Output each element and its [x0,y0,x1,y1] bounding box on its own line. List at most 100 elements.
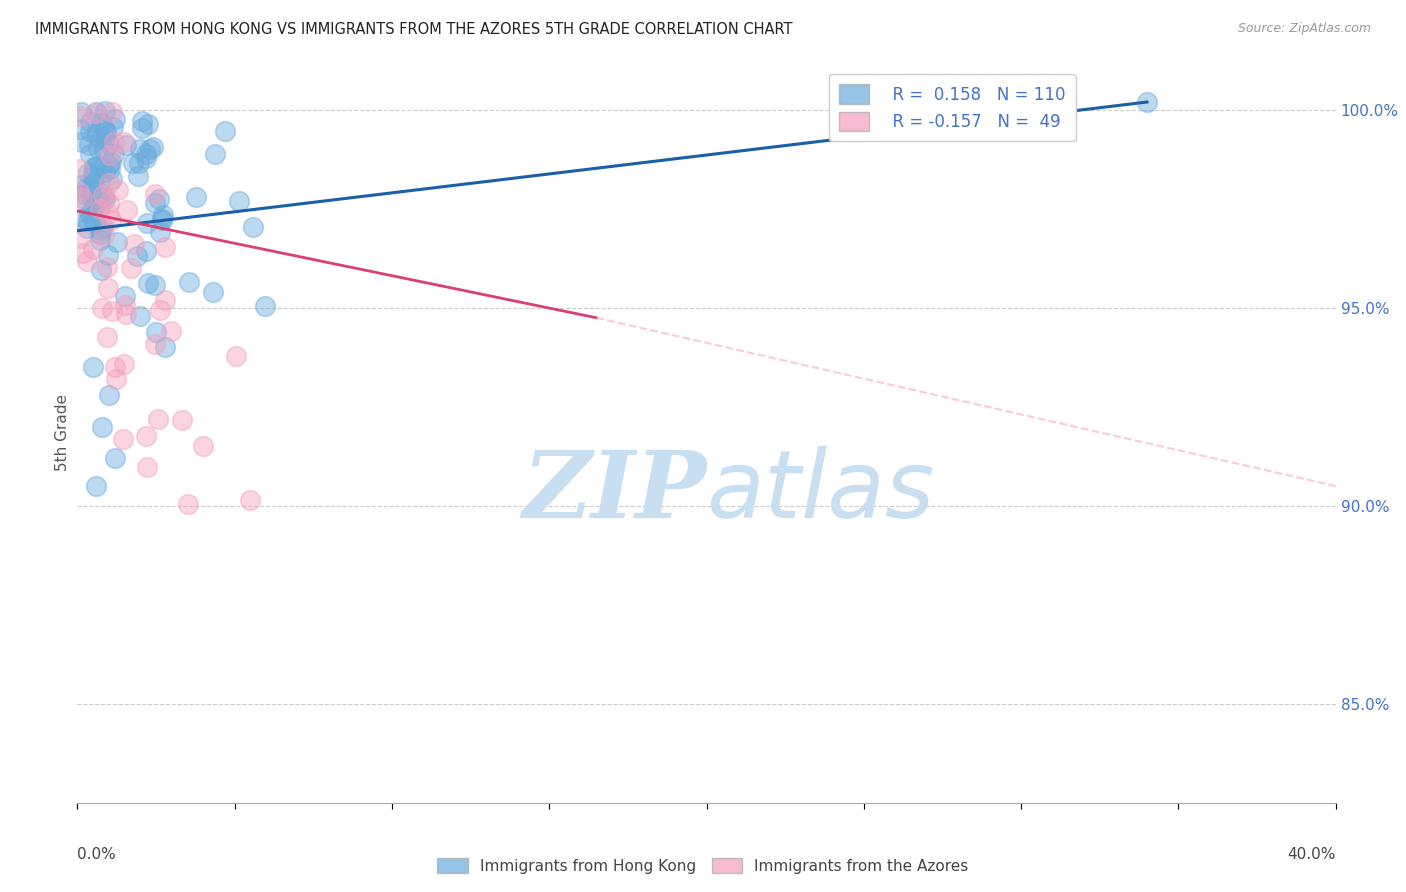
Point [82,242,104,256]
Point [97,388,120,402]
Point [112,432,135,446]
Point [91,188,114,202]
Point [225,349,247,363]
Point [135,216,157,230]
Text: IMMIGRANTS FROM HONG KONG VS IMMIGRANTS FROM THE AZORES 5TH GRADE CORRELATION CH: IMMIGRANTS FROM HONG KONG VS IMMIGRANTS … [35,22,793,37]
Point [94,123,117,137]
Point [107,183,129,197]
Point [1136,95,1159,109]
Point [100,155,122,169]
Point [177,498,200,512]
Point [155,240,177,254]
Point [84,194,107,209]
Point [97,207,120,221]
Point [129,309,152,323]
Point [100,213,122,227]
Point [73,187,96,202]
Text: 40.0%: 40.0% [1288,847,1336,863]
Point [115,307,138,321]
Point [98,158,121,172]
Point [148,192,170,206]
Point [67,162,90,177]
Point [127,169,149,183]
Point [83,200,105,214]
Point [77,214,100,228]
Point [77,138,100,153]
Point [82,192,104,206]
Point [103,135,125,149]
Point [82,183,104,197]
Point [115,137,138,152]
Point [191,440,215,454]
Point [170,413,193,427]
Point [70,178,93,192]
Point [135,146,157,161]
Point [69,109,91,123]
Point [114,298,136,312]
Point [93,165,115,179]
Point [90,161,112,176]
Y-axis label: 5th Grade: 5th Grade [55,394,70,471]
Point [69,105,91,120]
Point [143,196,166,211]
Point [242,220,264,235]
Point [135,429,157,443]
Text: Source: ZipAtlas.com: Source: ZipAtlas.com [1237,22,1371,36]
Point [114,289,136,303]
Point [101,104,124,119]
Point [150,212,173,227]
Point [84,479,107,493]
Point [105,372,128,386]
Point [143,336,166,351]
Point [93,188,115,202]
Point [82,175,104,189]
Point [90,132,112,146]
Point [80,206,103,220]
Text: ZIP: ZIP [522,447,707,537]
Point [177,275,200,289]
Legend:   R =  0.158   N = 110,   R = -0.157   N =  49: R = 0.158 N = 110, R = -0.157 N = 49 [830,74,1076,141]
Point [145,187,167,202]
Point [76,254,98,268]
Point [94,131,117,145]
Point [104,360,127,375]
Point [70,135,93,149]
Point [112,357,135,371]
Point [96,260,118,275]
Point [69,122,91,136]
Point [79,124,101,138]
Point [89,233,111,247]
Point [83,160,105,174]
Point [155,341,177,355]
Point [136,277,159,291]
Point [135,151,157,165]
Point [128,142,150,156]
Point [105,235,128,249]
Point [254,300,277,314]
Point [94,125,117,139]
Point [79,147,101,161]
Point [79,207,101,221]
Point [100,303,122,318]
Point [146,412,169,426]
Point [150,211,173,226]
Point [86,125,108,139]
Point [73,211,96,226]
Point [122,237,145,252]
Point [131,114,153,128]
Point [101,171,124,186]
Point [104,451,127,466]
Point [90,223,112,237]
Point [75,195,97,210]
Point [228,194,250,208]
Point [86,189,108,203]
Point [128,156,150,170]
Point [83,170,105,185]
Point [97,281,120,295]
Point [97,248,120,262]
Point [120,260,142,275]
Point [89,227,111,242]
Point [79,115,101,129]
Point [97,136,120,151]
Point [122,156,145,170]
